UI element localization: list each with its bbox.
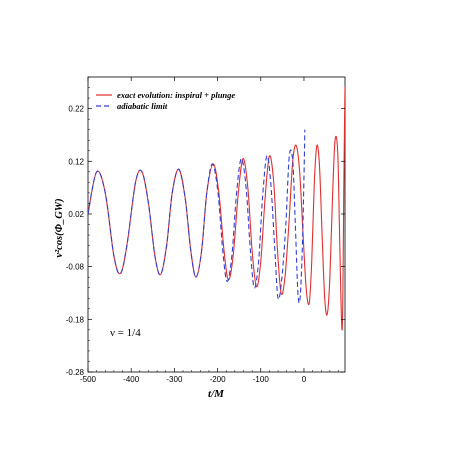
tick-layer: -500 -400 -300 -200 -100 0 0.22 0.12 0.02 -0.08 -0… [66,76,345,384]
y-axis-title: ν²cos(Φ_GW) [54,198,65,257]
series-layer [88,86,345,331]
series-line-exact [88,86,345,331]
y-tick-label: 0.12 [68,157,84,166]
x-tick-label: -400 [123,375,140,384]
x-axis-title: t/M [208,388,225,400]
legend: exact evolution: inspiral + plunge adiab… [96,90,235,111]
y-tick-label: 0.02 [68,210,84,219]
y-tick-label: -0.18 [66,315,85,324]
legend-label-adiabatic: adiabatic limit [117,101,168,111]
x-tick-label: -300 [166,375,183,384]
nu-annotation: ν = 1/4 [110,327,141,339]
x-tick-label: -500 [80,375,97,384]
y-tick-label: -0.28 [66,368,85,377]
y-tick-label: 0.22 [68,105,84,114]
y-tick-label: -0.08 [66,263,85,272]
x-tick-label: -100 [253,375,270,384]
series-line-adiabatic [88,129,306,304]
x-tick-label: -200 [210,375,227,384]
legend-label-exact: exact evolution: inspiral + plunge [117,90,235,100]
x-tick-label: 0 [302,375,307,384]
